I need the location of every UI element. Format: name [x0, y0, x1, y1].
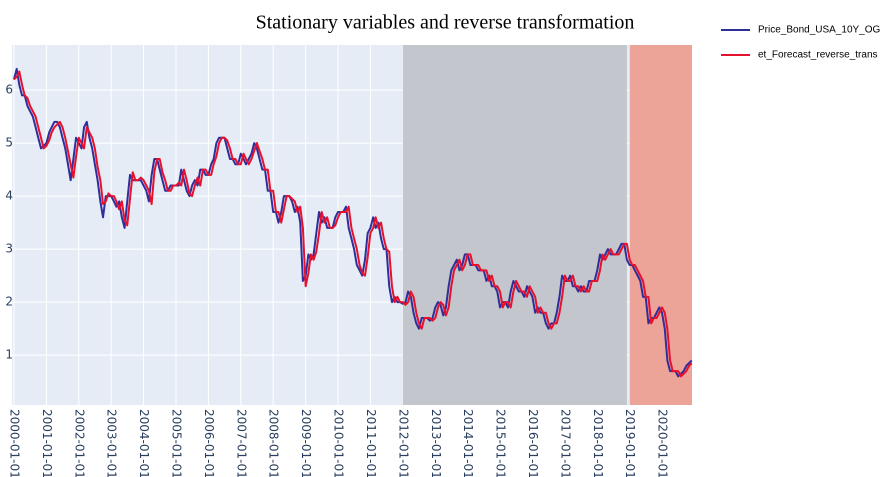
x-tick-label: 2000-01-01 — [7, 409, 21, 477]
x-tick-label: 2016-01-01 — [526, 409, 540, 477]
y-tick-label: 6 — [5, 83, 13, 97]
legend-label: Price_Bond_USA_10Y_OG — [758, 25, 881, 36]
y-tick-label: 2 — [5, 295, 13, 309]
x-tick-label: 2002-01-01 — [72, 409, 86, 477]
x-tick-label: 2010-01-01 — [332, 409, 346, 477]
x-tick-label: 2008-01-01 — [267, 409, 281, 477]
x-tick-label: 2017-01-01 — [558, 409, 572, 477]
shaded-region — [629, 45, 692, 405]
y-tick-label: 4 — [5, 189, 13, 203]
x-tick-label: 2013-01-01 — [429, 409, 443, 477]
series-line — [12, 67, 693, 378]
series-line — [13, 70, 693, 378]
x-tick-label: 2015-01-01 — [494, 409, 508, 477]
x-tick-label: 2004-01-01 — [137, 409, 151, 477]
chart-title: Stationary variables and reverse transfo… — [256, 12, 635, 34]
x-tick-label: 2005-01-01 — [170, 409, 184, 477]
x-tick-label: 2006-01-01 — [202, 409, 216, 477]
legend-label: et_Forecast_reverse_trans — [758, 50, 878, 61]
x-tick-label: 2011-01-01 — [364, 409, 378, 477]
x-tick-label: 2003-01-01 — [105, 409, 119, 477]
y-tick-label: 3 — [5, 242, 13, 256]
y-tick-label: 5 — [5, 136, 13, 150]
x-tick-label: 2020-01-01 — [656, 409, 670, 477]
x-tick-label: 2009-01-01 — [299, 409, 313, 477]
x-tick-label: 2014-01-01 — [461, 409, 475, 477]
shaded-region — [402, 45, 627, 405]
y-tick-label: 1 — [5, 348, 13, 362]
x-tick-label: 2001-01-01 — [40, 409, 54, 477]
x-tick-label: 2019-01-01 — [623, 409, 637, 477]
x-tick-label: 2007-01-01 — [234, 409, 248, 477]
x-tick-label: 2012-01-01 — [396, 409, 410, 477]
x-tick-label: 2018-01-01 — [591, 409, 605, 477]
